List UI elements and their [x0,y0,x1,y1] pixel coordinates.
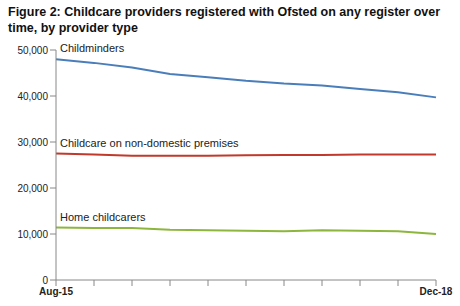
svg-text:10,000: 10,000 [17,229,48,240]
svg-text:Childminders: Childminders [60,42,125,54]
svg-text:30,000: 30,000 [17,137,48,148]
svg-text:Aug-15: Aug-15 [39,286,73,297]
svg-text:Childcare on non-domestic prem: Childcare on non-domestic premises [60,137,239,149]
svg-text:0: 0 [42,275,48,286]
svg-text:Dec-18: Dec-18 [420,286,453,297]
svg-text:50,000: 50,000 [17,45,48,56]
svg-text:40,000: 40,000 [17,91,48,102]
svg-text:20,000: 20,000 [17,183,48,194]
html-text:Figure 2: Childcare providers: Figure 2: Childcare providers registered… [8,5,441,35]
svg-text:Home childcarers: Home childcarers [60,211,146,223]
